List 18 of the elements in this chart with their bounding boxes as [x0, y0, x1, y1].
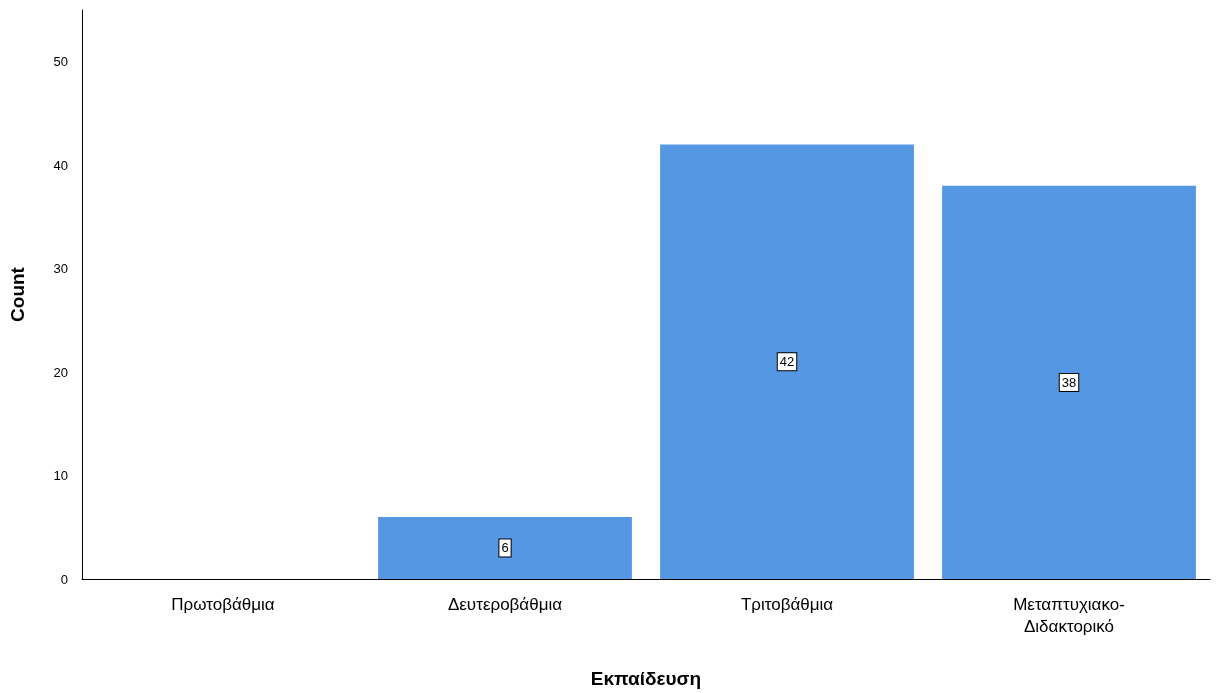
- y-axis-title: Count: [7, 266, 28, 322]
- x-tick-label: Μεταπτυχιακο-Διδακτορικό: [1013, 594, 1125, 636]
- y-tick-label: 10: [53, 468, 68, 484]
- y-tick-label: 40: [53, 157, 68, 173]
- y-tick-label: 50: [53, 54, 68, 70]
- x-axis-title: Εκπαίδευση: [590, 668, 702, 689]
- bar: [660, 144, 914, 579]
- x-tick-label: Τριτοβάθμια: [740, 594, 834, 614]
- y-tick-label: 0: [60, 571, 68, 587]
- bar: [378, 516, 632, 579]
- x-tick-label: Δευτεροβάθμια: [447, 594, 563, 614]
- data-label: 42: [779, 354, 795, 370]
- data-label: 6: [501, 540, 509, 556]
- data-label: 38: [1061, 374, 1077, 390]
- y-tick-label: 30: [53, 261, 68, 277]
- x-tick-label: Πρωτοβάθμια: [171, 594, 275, 614]
- y-tick-label: 20: [53, 364, 68, 380]
- bar: [942, 185, 1196, 579]
